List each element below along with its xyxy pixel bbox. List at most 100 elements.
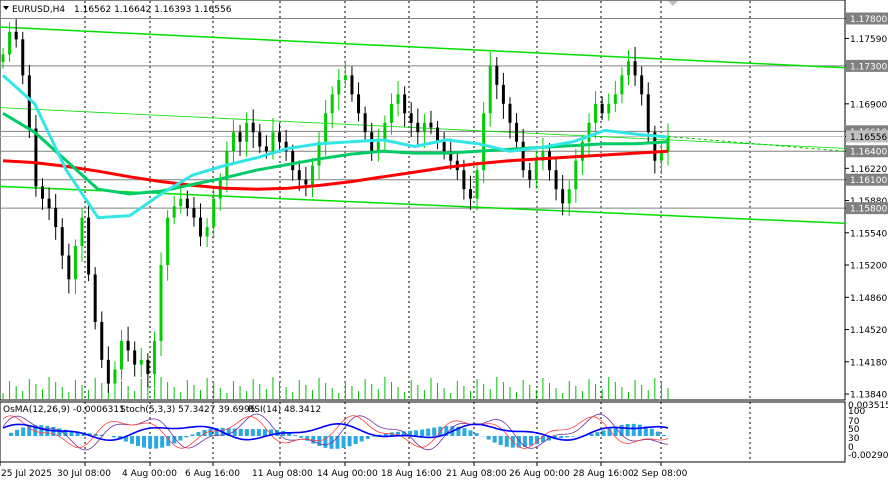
price-tick-label: 1.16900 [850,100,887,110]
osma-bar [69,430,74,436]
ohlc-values: 1.16562 1.16642 1.16393 1.16556 [74,5,232,15]
candle-body [416,122,420,133]
candle-body [383,122,387,142]
candle-body [580,141,584,161]
time-tick-label: 28 Aug 16:00 [573,469,634,479]
candle-body [363,113,367,133]
rsi-line [2,422,669,442]
moving-average-line[interactable] [2,149,669,191]
osma-bar [93,433,98,436]
indicator-tick-label: -0.0029011 [848,451,888,461]
main-pane[interactable] [0,0,846,401]
candle-body [633,61,637,76]
candle-body [429,122,433,128]
osma-bar [462,428,467,436]
osma-bar [250,429,255,436]
price-level-tag [846,59,888,72]
osma-bar [244,429,249,436]
candle-body [337,80,341,95]
osma-bar [160,436,165,448]
osma-bar [492,436,497,443]
osma-bar [117,436,122,440]
osma-bar [45,425,50,436]
osma-bar [637,424,642,436]
osma-bar [154,436,159,449]
stoch-label: Stoch(5,3,3) 57.3427 39.6995 [120,405,255,415]
osma-bar [607,428,612,436]
time-tick-label: 30 Jul 08:00 [57,469,111,479]
osma-bar [9,432,14,436]
candle-body [376,141,380,152]
osma-bar [87,433,92,436]
candle-body [271,132,275,152]
channel-upper-line[interactable] [0,26,846,69]
candle-body [291,151,295,171]
time-tick-label: 2 Sep 08:00 [633,469,688,479]
candle-body [205,227,209,237]
candle-body [166,217,170,266]
candle-body [146,359,150,375]
osma-bar [238,428,243,436]
osma-bar [613,426,618,436]
osma-bar [359,436,364,442]
osma-bar [498,436,503,446]
osma-bar [256,429,261,436]
candle-body [284,141,288,152]
indicator-tick-label: 0 [848,443,854,453]
candle-body [8,31,12,55]
osma-bar [299,436,304,438]
osma-bar [643,426,648,436]
indicator-tick-label: 0.0035159 [848,401,888,411]
osma-bar [474,433,479,436]
osma-bar [323,436,328,448]
osma-bar [317,436,322,447]
candle-body [73,246,77,280]
candle-body [574,160,578,190]
osma-bar [202,429,207,436]
channel-middle-line[interactable] [0,107,846,149]
osma-bar [335,436,340,449]
indicator-tick-label: 70 [848,417,860,427]
candle-body [475,170,479,199]
candle-body [87,217,91,275]
osma-bar [136,436,140,446]
osma-bar [619,424,624,436]
moving-average-line[interactable] [2,112,669,196]
candle-body [357,94,361,114]
candle-body [67,255,71,280]
osma-bar [528,436,533,446]
candle-body [613,94,617,104]
price-level-label: 1.17800 [850,15,887,25]
triangle-down-icon[interactable] [3,6,9,10]
osma-bar [571,436,576,437]
osma-bar [595,432,600,436]
price-tick-label: 1.15540 [850,229,887,239]
osma-bar [468,430,473,436]
candle-body [60,227,64,256]
rsi-label: RSI(14) 48.3412 [248,405,321,415]
osma-bar [341,436,346,448]
osma-bar [486,436,491,440]
indicator-tick-label: 50 [848,425,860,435]
osma-bar [402,431,406,436]
candle-body [515,122,519,142]
osma-bar [432,427,437,436]
osma-bar [311,436,316,444]
candle-body [34,128,38,187]
candle-body [488,65,492,114]
stoch-main-line [2,413,669,451]
price-tick-label: 1.15200 [850,262,887,272]
scroll-marker-icon[interactable] [668,1,678,6]
time-tick-label: 25 Jul 2025 [1,469,52,479]
price-tick-label: 1.14520 [850,326,887,336]
moving-average-line[interactable] [1,74,669,220]
osma-bar [262,429,267,436]
time-tick-label: 14 Aug 00:00 [317,469,378,479]
osma-bar [541,436,546,443]
candle-body [666,136,670,152]
candle-body [547,151,551,171]
price-level-label: 1.15800 [850,205,887,215]
osma-bar [655,431,660,436]
candle-body [113,369,117,384]
